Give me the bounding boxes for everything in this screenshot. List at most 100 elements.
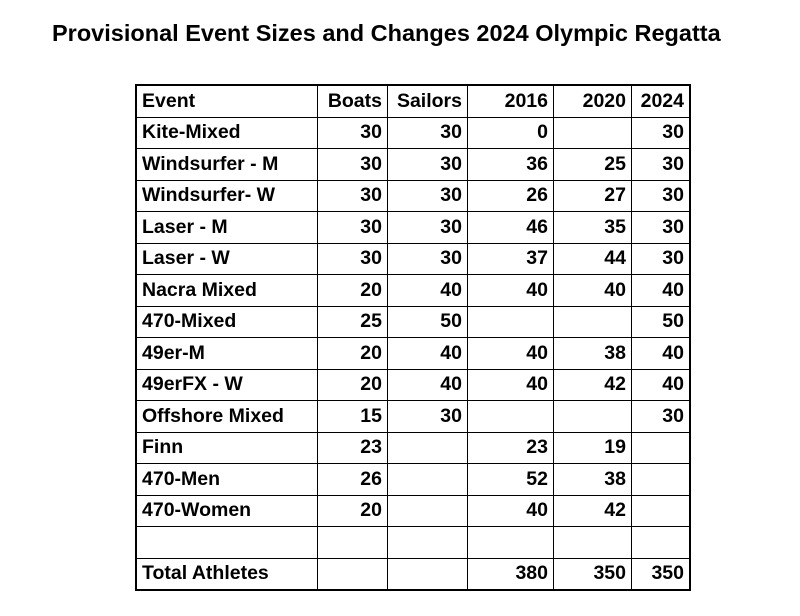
cell-2016: 380 bbox=[467, 557, 554, 591]
table-row: Kite-Mixed 30 30 0 30 bbox=[135, 116, 691, 149]
cell-event: Kite-Mixed bbox=[135, 116, 318, 149]
cell-2024: 30 bbox=[631, 242, 691, 275]
cell-2020 bbox=[553, 305, 632, 338]
cell-event: Nacra Mixed bbox=[135, 274, 318, 307]
table-row: Windsurfer - M 30 30 36 25 30 bbox=[135, 148, 691, 181]
header-cell-2016: 2016 bbox=[467, 84, 554, 118]
table-row: Laser - W 30 30 37 44 30 bbox=[135, 242, 691, 275]
cell-2024 bbox=[631, 526, 691, 559]
cell-sailors bbox=[387, 494, 468, 527]
table-row: Nacra Mixed 20 40 40 40 40 bbox=[135, 274, 691, 307]
cell-2020: 40 bbox=[553, 274, 632, 307]
cell-2016: 40 bbox=[467, 368, 554, 401]
cell-sailors: 30 bbox=[387, 242, 468, 275]
cell-2024: 30 bbox=[631, 148, 691, 181]
table-row: 470-Mixed 25 50 50 bbox=[135, 305, 691, 338]
table-row: 470-Women 20 40 42 bbox=[135, 494, 691, 527]
cell-2016: 40 bbox=[467, 494, 554, 527]
table-row: 470-Men 26 52 38 bbox=[135, 463, 691, 496]
cell-boats: 30 bbox=[317, 211, 388, 244]
cell-event: Windsurfer - M bbox=[135, 148, 318, 181]
header-cell-event: Event bbox=[135, 84, 318, 118]
cell-2024: 40 bbox=[631, 274, 691, 307]
page-title: Provisional Event Sizes and Changes 2024… bbox=[52, 20, 721, 46]
cell-2016: 0 bbox=[467, 116, 554, 149]
header-cell-sailors: Sailors bbox=[387, 84, 468, 118]
cell-2020: 38 bbox=[553, 337, 632, 370]
cell-boats: 20 bbox=[317, 337, 388, 370]
header-cell-2020: 2020 bbox=[553, 84, 632, 118]
cell-2020 bbox=[553, 400, 632, 433]
cell-2016: 46 bbox=[467, 211, 554, 244]
cell-event bbox=[135, 526, 318, 559]
cell-sailors: 40 bbox=[387, 337, 468, 370]
cell-boats: 20 bbox=[317, 368, 388, 401]
cell-event: Total Athletes bbox=[135, 557, 318, 591]
cell-2024: 30 bbox=[631, 116, 691, 149]
cell-sailors: 40 bbox=[387, 368, 468, 401]
cell-event: Laser - M bbox=[135, 211, 318, 244]
cell-boats: 30 bbox=[317, 179, 388, 212]
cell-event: 470-Mixed bbox=[135, 305, 318, 338]
cell-boats: 30 bbox=[317, 148, 388, 181]
cell-boats: 15 bbox=[317, 400, 388, 433]
cell-2016: 40 bbox=[467, 274, 554, 307]
cell-sailors: 30 bbox=[387, 116, 468, 149]
table-row: Finn 23 23 19 bbox=[135, 431, 691, 464]
cell-2016: 23 bbox=[467, 431, 554, 464]
cell-boats: 25 bbox=[317, 305, 388, 338]
cell-2020: 350 bbox=[553, 557, 632, 591]
cell-2024: 350 bbox=[631, 557, 691, 591]
cell-2024 bbox=[631, 431, 691, 464]
table-row: Offshore Mixed 15 30 30 bbox=[135, 400, 691, 433]
cell-2020 bbox=[553, 526, 632, 559]
table-row: Windsurfer- W 30 30 26 27 30 bbox=[135, 179, 691, 212]
cell-2016: 37 bbox=[467, 242, 554, 275]
table-row bbox=[135, 526, 691, 559]
cell-2024: 50 bbox=[631, 305, 691, 338]
cell-2020: 35 bbox=[553, 211, 632, 244]
cell-event: Windsurfer- W bbox=[135, 179, 318, 212]
cell-2024 bbox=[631, 494, 691, 527]
cell-sailors: 50 bbox=[387, 305, 468, 338]
cell-sailors: 30 bbox=[387, 179, 468, 212]
cell-2020: 19 bbox=[553, 431, 632, 464]
event-table: Event Boats Sailors 2016 2020 2024 Kite-… bbox=[135, 84, 691, 591]
cell-2016: 40 bbox=[467, 337, 554, 370]
cell-event: Finn bbox=[135, 431, 318, 464]
cell-2020 bbox=[553, 116, 632, 149]
cell-2020: 42 bbox=[553, 494, 632, 527]
cell-boats bbox=[317, 526, 388, 559]
cell-2024: 40 bbox=[631, 368, 691, 401]
cell-boats: 23 bbox=[317, 431, 388, 464]
cell-2024: 30 bbox=[631, 179, 691, 212]
cell-2024: 30 bbox=[631, 400, 691, 433]
cell-2016: 26 bbox=[467, 179, 554, 212]
cell-boats: 26 bbox=[317, 463, 388, 496]
cell-2016 bbox=[467, 526, 554, 559]
cell-boats: 20 bbox=[317, 494, 388, 527]
cell-sailors bbox=[387, 526, 468, 559]
cell-2016 bbox=[467, 400, 554, 433]
header-cell-2024: 2024 bbox=[631, 84, 691, 118]
cell-event: 470-Men bbox=[135, 463, 318, 496]
table-header-row: Event Boats Sailors 2016 2020 2024 bbox=[135, 84, 691, 118]
cell-2020: 27 bbox=[553, 179, 632, 212]
cell-boats: 30 bbox=[317, 116, 388, 149]
cell-2020: 42 bbox=[553, 368, 632, 401]
table-row: Total Athletes 380 350 350 bbox=[135, 557, 691, 591]
table-row: 49er-M 20 40 40 38 40 bbox=[135, 337, 691, 370]
cell-event: 470-Women bbox=[135, 494, 318, 527]
cell-sailors: 40 bbox=[387, 274, 468, 307]
cell-2020: 25 bbox=[553, 148, 632, 181]
cell-2016 bbox=[467, 305, 554, 338]
cell-2024: 30 bbox=[631, 211, 691, 244]
cell-sailors bbox=[387, 463, 468, 496]
cell-event: 49er-M bbox=[135, 337, 318, 370]
cell-2024: 40 bbox=[631, 337, 691, 370]
cell-2016: 52 bbox=[467, 463, 554, 496]
cell-sailors: 30 bbox=[387, 211, 468, 244]
cell-sailors: 30 bbox=[387, 400, 468, 433]
cell-2024 bbox=[631, 463, 691, 496]
cell-2020: 38 bbox=[553, 463, 632, 496]
